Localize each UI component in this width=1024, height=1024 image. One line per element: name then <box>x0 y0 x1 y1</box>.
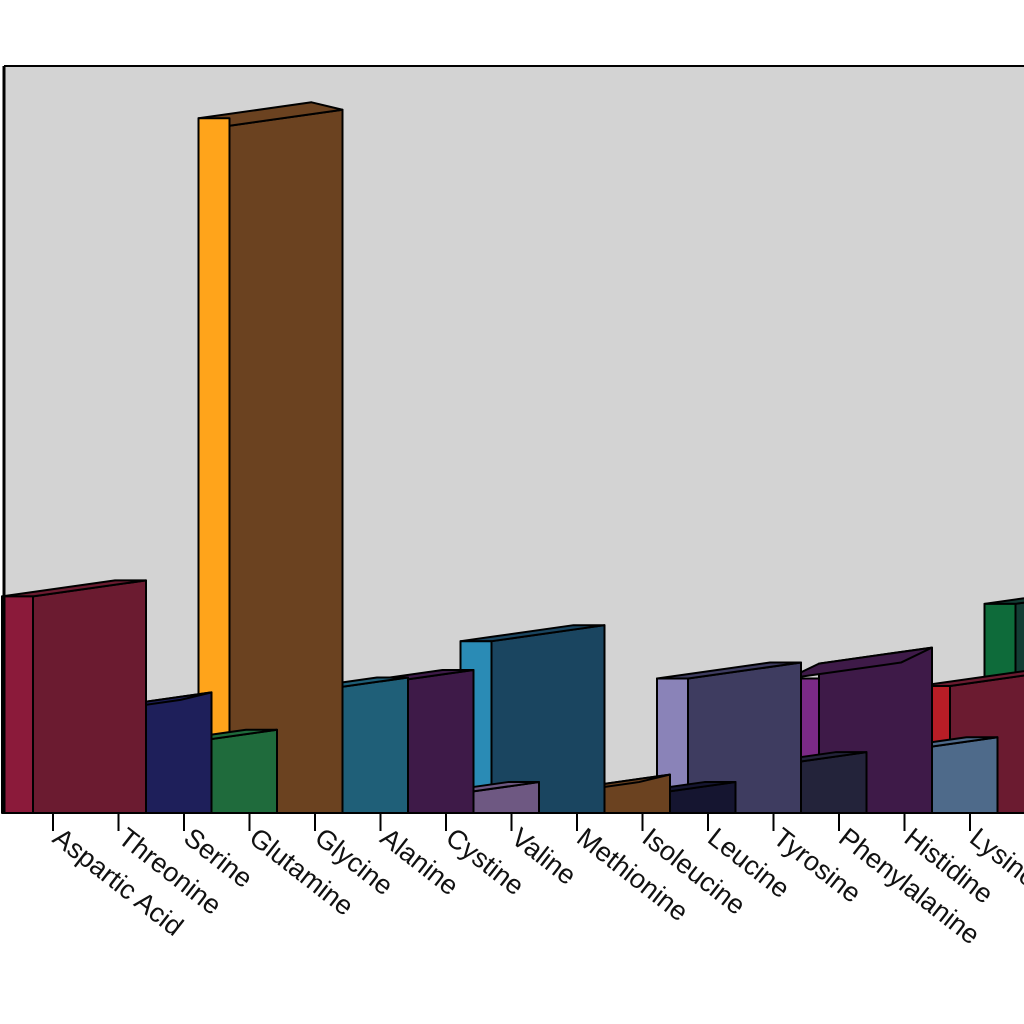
bar-leucine <box>656 661 802 814</box>
bar-top-phenylalanine <box>787 646 933 680</box>
bar-front-aspartic-acid <box>1 595 34 814</box>
x-tick-labels-layer: Aspartic AcidThreonineSerineGlutamineGly… <box>47 822 1024 950</box>
bars-layer <box>1 101 1024 815</box>
bar-side-glutamine <box>228 108 344 814</box>
bar-aspartic-acid <box>1 579 147 814</box>
x-ticks-layer <box>52 813 971 831</box>
bar-glutamine <box>197 101 344 815</box>
bar-phenylalanine <box>787 646 933 814</box>
bar-side-aspartic-acid <box>32 579 147 814</box>
